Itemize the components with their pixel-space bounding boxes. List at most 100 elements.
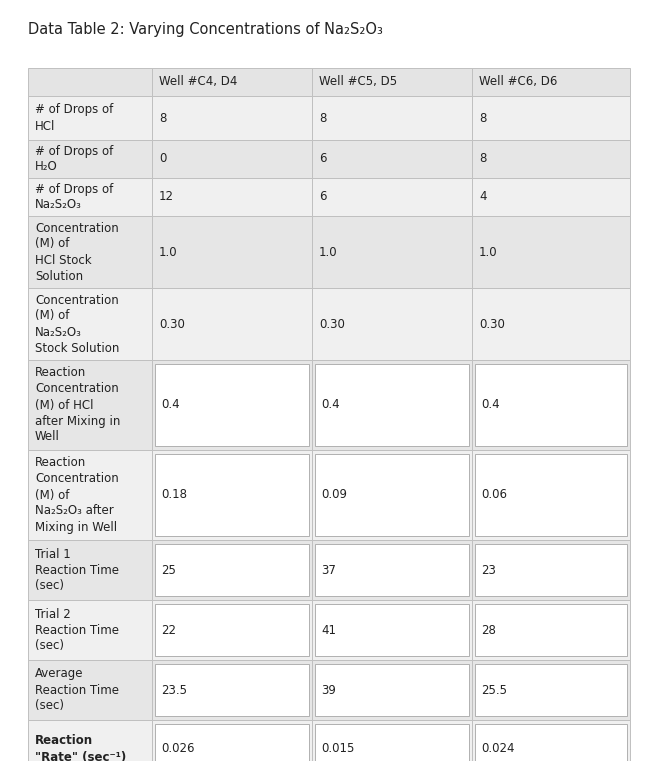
Text: Concentration
(M) of
Na₂S₂O₃
Stock Solution: Concentration (M) of Na₂S₂O₃ Stock Solut… [35,294,119,355]
Bar [475,724,627,761]
Text: 0.024: 0.024 [481,743,515,756]
Text: Reaction
"Rate" (sec⁻¹): Reaction "Rate" (sec⁻¹) [35,734,126,761]
Text: Reaction
Concentration
(M) of HCl
after Mixing in
Well: Reaction Concentration (M) of HCl after … [35,367,120,444]
Text: 23.5: 23.5 [161,683,187,696]
Bar [28,360,152,450]
Bar [312,540,472,600]
Bar [315,724,469,761]
Bar [155,544,309,596]
Bar [315,604,469,656]
Bar [152,720,312,761]
Bar [312,660,472,720]
Text: 0.30: 0.30 [319,317,345,330]
Text: Reaction
Concentration
(M) of
Na₂S₂O₃ after
Mixing in Well: Reaction Concentration (M) of Na₂S₂O₃ af… [35,457,119,533]
Bar [472,178,630,216]
Text: 8: 8 [159,112,167,125]
Text: Trial 2
Reaction Time
(sec): Trial 2 Reaction Time (sec) [35,607,119,652]
Bar [472,68,630,96]
Bar [28,450,152,540]
Text: 22: 22 [161,623,176,636]
Text: 1.0: 1.0 [479,246,498,259]
Text: # of Drops of
H₂O: # of Drops of H₂O [35,145,113,174]
Text: 8: 8 [319,112,326,125]
Bar [152,216,312,288]
Bar [152,600,312,660]
Text: 0.09: 0.09 [321,489,347,501]
Text: Trial 1
Reaction Time
(sec): Trial 1 Reaction Time (sec) [35,547,119,593]
Text: 0.4: 0.4 [321,399,340,412]
Text: 1.0: 1.0 [159,246,178,259]
Bar [472,140,630,178]
Bar [152,360,312,450]
Text: 4: 4 [479,190,486,203]
Bar [28,68,152,96]
Bar [312,178,472,216]
Text: 0.30: 0.30 [479,317,505,330]
Bar [28,178,152,216]
Text: 25: 25 [161,563,176,577]
Bar [312,360,472,450]
Bar [472,96,630,140]
Text: 8: 8 [479,112,486,125]
Bar [28,140,152,178]
Bar [152,96,312,140]
Bar [312,450,472,540]
Bar [152,68,312,96]
Bar [152,660,312,720]
Text: 23: 23 [481,563,496,577]
Text: 0.015: 0.015 [321,743,355,756]
Text: 0.06: 0.06 [481,489,507,501]
Bar [315,544,469,596]
Text: 0.026: 0.026 [161,743,195,756]
Text: 1.0: 1.0 [319,246,338,259]
Bar [152,288,312,360]
Text: Concentration
(M) of
HCl Stock
Solution: Concentration (M) of HCl Stock Solution [35,221,119,282]
Text: 12: 12 [159,190,174,203]
Bar [472,540,630,600]
Text: 37: 37 [321,563,336,577]
Text: 25.5: 25.5 [481,683,507,696]
Bar [312,288,472,360]
Bar [152,140,312,178]
Bar [472,288,630,360]
Bar [312,600,472,660]
Text: 0.30: 0.30 [159,317,185,330]
Bar [312,96,472,140]
Bar [472,660,630,720]
Text: Well #C5, D5: Well #C5, D5 [319,75,397,88]
Text: 0.18: 0.18 [161,489,187,501]
Text: Well #C6, D6: Well #C6, D6 [479,75,558,88]
Bar [472,216,630,288]
Text: 0.4: 0.4 [481,399,500,412]
Bar [312,140,472,178]
Bar [28,720,152,761]
Bar [475,604,627,656]
Text: 6: 6 [319,190,326,203]
Bar [312,216,472,288]
Text: 8: 8 [479,152,486,165]
Bar [152,450,312,540]
Bar [152,540,312,600]
Bar [28,288,152,360]
Bar [315,364,469,446]
Bar [155,604,309,656]
Text: # of Drops of
Na₂S₂O₃: # of Drops of Na₂S₂O₃ [35,183,113,212]
Bar [315,664,469,716]
Bar [155,724,309,761]
Bar [152,178,312,216]
Bar [472,720,630,761]
Bar [155,454,309,536]
Text: # of Drops of
HCl: # of Drops of HCl [35,103,113,132]
Bar [312,68,472,96]
Bar [475,364,627,446]
Bar [475,544,627,596]
Bar [155,364,309,446]
Text: Well #C4, D4: Well #C4, D4 [159,75,238,88]
Bar [472,360,630,450]
Text: 0.4: 0.4 [161,399,180,412]
Text: 39: 39 [321,683,336,696]
Text: 0: 0 [159,152,167,165]
Bar [475,664,627,716]
Bar [315,454,469,536]
Text: Data Table 2: Varying Concentrations of Na₂S₂O₃: Data Table 2: Varying Concentrations of … [28,22,383,37]
